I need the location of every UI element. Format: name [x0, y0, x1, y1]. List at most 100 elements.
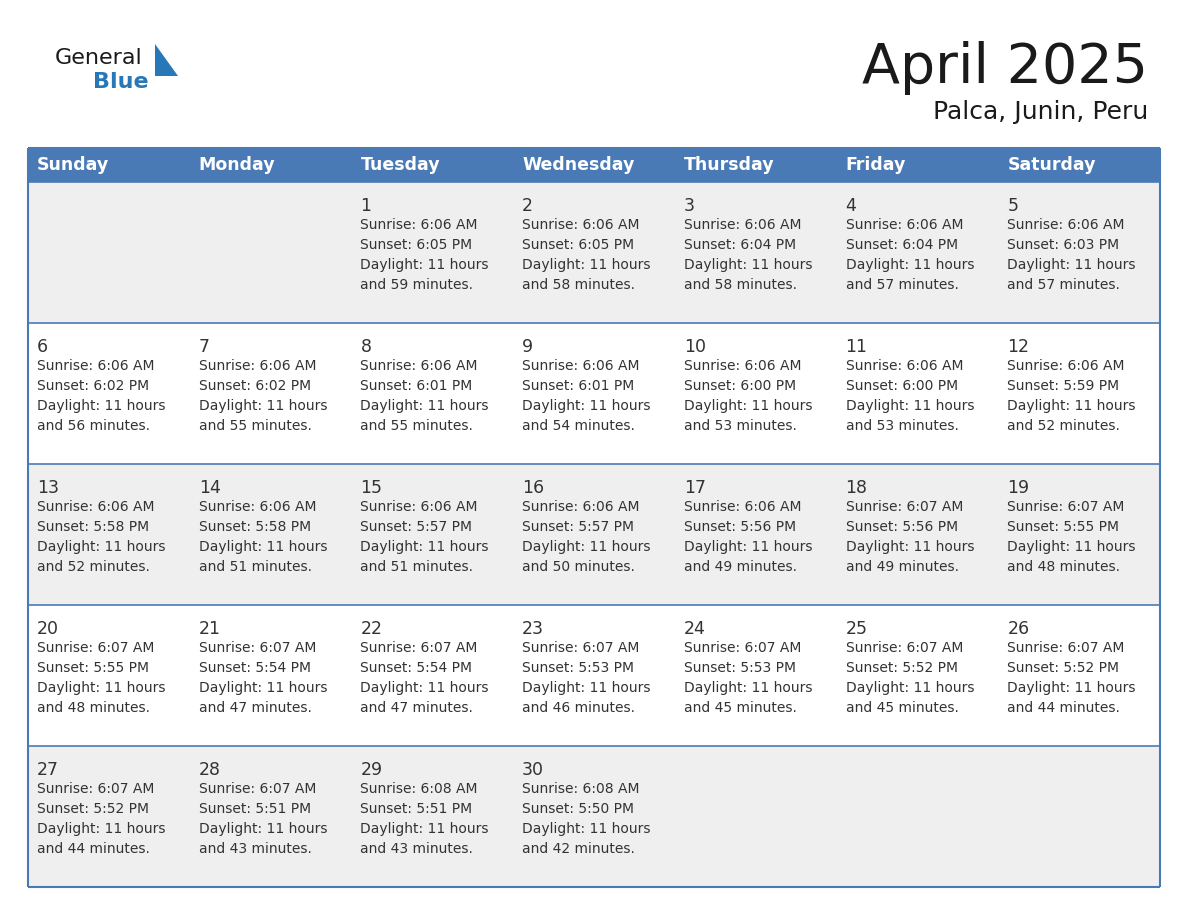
Text: Sunrise: 6:06 AM: Sunrise: 6:06 AM: [523, 359, 639, 373]
Text: Sunset: 6:04 PM: Sunset: 6:04 PM: [684, 238, 796, 252]
Text: Sunset: 6:00 PM: Sunset: 6:00 PM: [846, 379, 958, 393]
Text: Daylight: 11 hours: Daylight: 11 hours: [1007, 540, 1136, 554]
Text: and 43 minutes.: and 43 minutes.: [198, 842, 311, 856]
Text: Monday: Monday: [198, 156, 276, 174]
Text: Sunrise: 6:07 AM: Sunrise: 6:07 AM: [37, 641, 154, 655]
Text: and 47 minutes.: and 47 minutes.: [198, 701, 311, 715]
Text: Daylight: 11 hours: Daylight: 11 hours: [37, 681, 165, 695]
Text: Daylight: 11 hours: Daylight: 11 hours: [684, 258, 813, 272]
Text: Sunset: 5:56 PM: Sunset: 5:56 PM: [846, 520, 958, 534]
Text: Daylight: 11 hours: Daylight: 11 hours: [523, 399, 651, 413]
Text: and 51 minutes.: and 51 minutes.: [360, 560, 474, 574]
Text: Wednesday: Wednesday: [523, 156, 634, 174]
Text: and 48 minutes.: and 48 minutes.: [1007, 560, 1120, 574]
Text: Daylight: 11 hours: Daylight: 11 hours: [846, 399, 974, 413]
Text: Thursday: Thursday: [684, 156, 775, 174]
Text: Daylight: 11 hours: Daylight: 11 hours: [523, 258, 651, 272]
Bar: [29, 605, 1159, 746]
Text: 1: 1: [360, 197, 372, 215]
Text: Sunset: 5:54 PM: Sunset: 5:54 PM: [360, 661, 473, 675]
Text: 18: 18: [846, 479, 867, 497]
Text: Sunrise: 6:06 AM: Sunrise: 6:06 AM: [684, 218, 802, 232]
Text: Sunrise: 6:08 AM: Sunrise: 6:08 AM: [523, 782, 639, 796]
Text: Sunrise: 6:07 AM: Sunrise: 6:07 AM: [37, 782, 154, 796]
Text: 3: 3: [684, 197, 695, 215]
Text: Sunset: 5:53 PM: Sunset: 5:53 PM: [523, 661, 634, 675]
Text: Daylight: 11 hours: Daylight: 11 hours: [684, 681, 813, 695]
Text: Sunrise: 6:07 AM: Sunrise: 6:07 AM: [684, 641, 801, 655]
Text: Daylight: 11 hours: Daylight: 11 hours: [198, 540, 327, 554]
Text: Sunrise: 6:07 AM: Sunrise: 6:07 AM: [198, 782, 316, 796]
Text: and 44 minutes.: and 44 minutes.: [1007, 701, 1120, 715]
Text: Sunset: 6:02 PM: Sunset: 6:02 PM: [198, 379, 311, 393]
Text: Sunset: 5:57 PM: Sunset: 5:57 PM: [523, 520, 634, 534]
Text: Daylight: 11 hours: Daylight: 11 hours: [198, 822, 327, 836]
Text: and 50 minutes.: and 50 minutes.: [523, 560, 636, 574]
Text: 8: 8: [360, 338, 372, 356]
Text: Daylight: 11 hours: Daylight: 11 hours: [523, 681, 651, 695]
Text: Sunset: 5:52 PM: Sunset: 5:52 PM: [1007, 661, 1119, 675]
Text: 15: 15: [360, 479, 383, 497]
Text: Daylight: 11 hours: Daylight: 11 hours: [846, 540, 974, 554]
Bar: [29, 148, 1159, 182]
Text: Sunset: 5:52 PM: Sunset: 5:52 PM: [846, 661, 958, 675]
Text: Daylight: 11 hours: Daylight: 11 hours: [198, 681, 327, 695]
Text: 29: 29: [360, 761, 383, 779]
Bar: [29, 746, 1159, 887]
Text: Sunset: 5:52 PM: Sunset: 5:52 PM: [37, 802, 148, 816]
Text: and 47 minutes.: and 47 minutes.: [360, 701, 473, 715]
Text: Daylight: 11 hours: Daylight: 11 hours: [360, 822, 489, 836]
Text: Daylight: 11 hours: Daylight: 11 hours: [360, 258, 489, 272]
Text: April 2025: April 2025: [862, 41, 1148, 95]
Text: Sunset: 6:05 PM: Sunset: 6:05 PM: [523, 238, 634, 252]
Text: Daylight: 11 hours: Daylight: 11 hours: [684, 399, 813, 413]
Text: and 55 minutes.: and 55 minutes.: [198, 419, 311, 433]
Text: and 45 minutes.: and 45 minutes.: [684, 701, 797, 715]
Text: and 55 minutes.: and 55 minutes.: [360, 419, 473, 433]
Bar: [29, 323, 1159, 464]
Text: 26: 26: [1007, 620, 1030, 638]
Text: Sunrise: 6:06 AM: Sunrise: 6:06 AM: [684, 500, 802, 514]
Text: 14: 14: [198, 479, 221, 497]
Text: 21: 21: [198, 620, 221, 638]
Text: 24: 24: [684, 620, 706, 638]
Text: and 43 minutes.: and 43 minutes.: [360, 842, 473, 856]
Text: Friday: Friday: [846, 156, 906, 174]
Text: Sunrise: 6:06 AM: Sunrise: 6:06 AM: [1007, 359, 1125, 373]
Text: 12: 12: [1007, 338, 1029, 356]
Bar: [29, 464, 1159, 605]
Text: Sunrise: 6:06 AM: Sunrise: 6:06 AM: [523, 500, 639, 514]
Text: 16: 16: [523, 479, 544, 497]
Bar: [29, 182, 1159, 323]
Text: Sunrise: 6:06 AM: Sunrise: 6:06 AM: [360, 500, 478, 514]
Text: 20: 20: [37, 620, 59, 638]
Text: Sunrise: 6:06 AM: Sunrise: 6:06 AM: [684, 359, 802, 373]
Text: and 52 minutes.: and 52 minutes.: [37, 560, 150, 574]
Text: Daylight: 11 hours: Daylight: 11 hours: [360, 399, 489, 413]
Text: Sunset: 5:56 PM: Sunset: 5:56 PM: [684, 520, 796, 534]
Text: Sunset: 5:55 PM: Sunset: 5:55 PM: [1007, 520, 1119, 534]
Text: Sunrise: 6:06 AM: Sunrise: 6:06 AM: [37, 359, 154, 373]
Text: Sunset: 6:00 PM: Sunset: 6:00 PM: [684, 379, 796, 393]
Text: Sunrise: 6:06 AM: Sunrise: 6:06 AM: [846, 359, 963, 373]
Text: 13: 13: [37, 479, 59, 497]
Text: 6: 6: [37, 338, 49, 356]
Text: Sunset: 5:55 PM: Sunset: 5:55 PM: [37, 661, 148, 675]
Text: Daylight: 11 hours: Daylight: 11 hours: [684, 540, 813, 554]
Text: Sunset: 6:01 PM: Sunset: 6:01 PM: [523, 379, 634, 393]
Text: Daylight: 11 hours: Daylight: 11 hours: [360, 540, 489, 554]
Text: Sunrise: 6:07 AM: Sunrise: 6:07 AM: [523, 641, 639, 655]
Text: Sunset: 5:51 PM: Sunset: 5:51 PM: [360, 802, 473, 816]
Text: Sunrise: 6:07 AM: Sunrise: 6:07 AM: [198, 641, 316, 655]
Text: 23: 23: [523, 620, 544, 638]
Text: Daylight: 11 hours: Daylight: 11 hours: [37, 822, 165, 836]
Text: Sunrise: 6:06 AM: Sunrise: 6:06 AM: [1007, 218, 1125, 232]
Text: 30: 30: [523, 761, 544, 779]
Text: Sunrise: 6:06 AM: Sunrise: 6:06 AM: [846, 218, 963, 232]
Text: Sunrise: 6:06 AM: Sunrise: 6:06 AM: [523, 218, 639, 232]
Text: and 49 minutes.: and 49 minutes.: [684, 560, 797, 574]
Text: Sunset: 5:58 PM: Sunset: 5:58 PM: [198, 520, 311, 534]
Text: Sunset: 5:57 PM: Sunset: 5:57 PM: [360, 520, 473, 534]
Text: and 56 minutes.: and 56 minutes.: [37, 419, 150, 433]
Text: Sunrise: 6:07 AM: Sunrise: 6:07 AM: [846, 500, 963, 514]
